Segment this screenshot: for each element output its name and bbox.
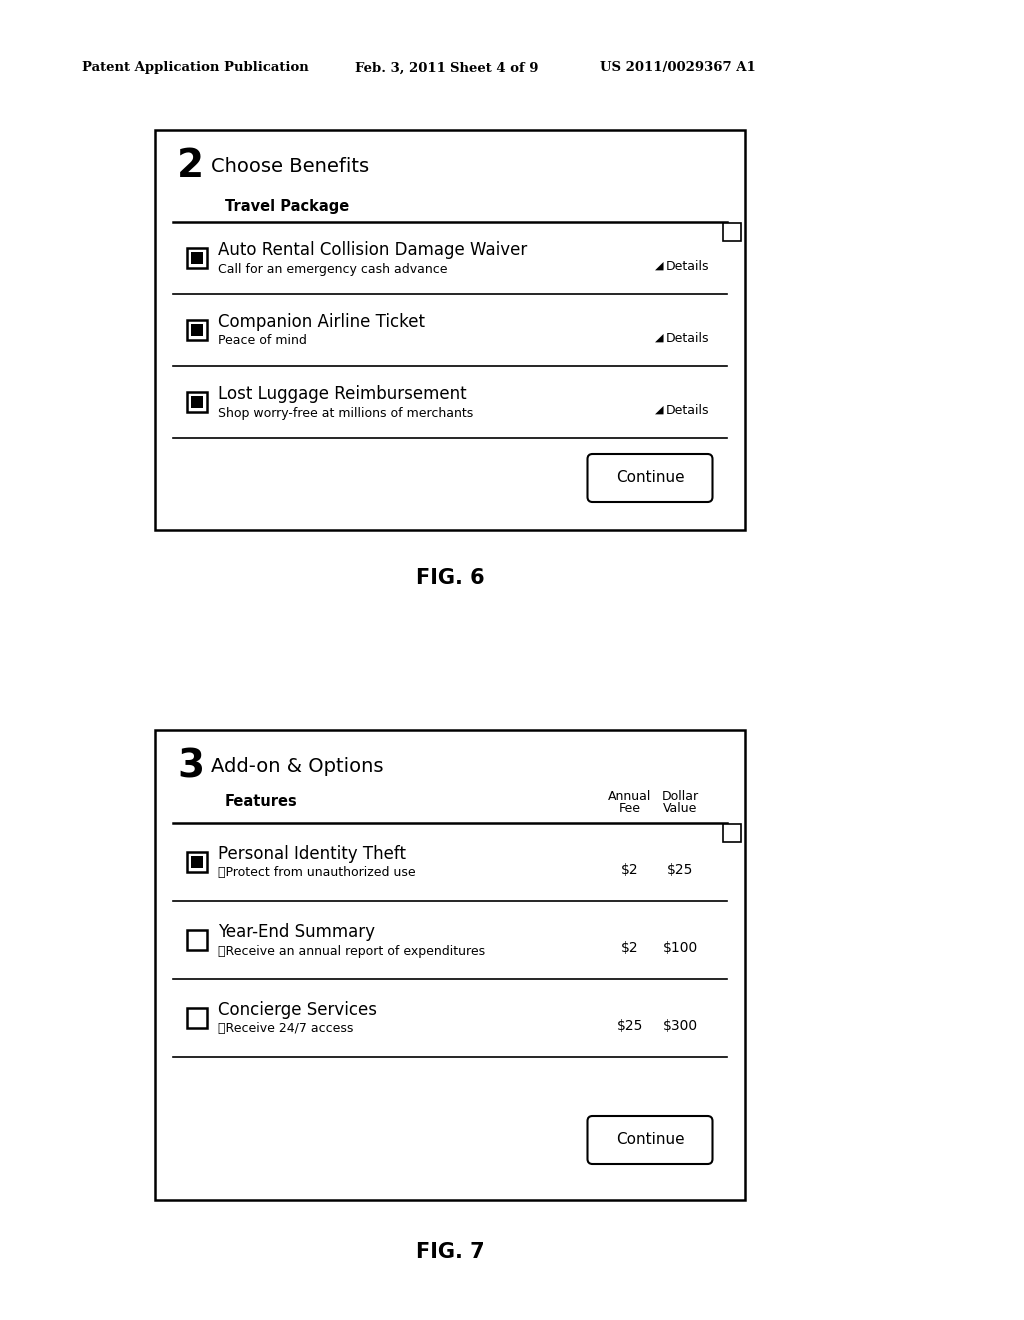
Text: Details: Details <box>666 331 710 345</box>
Bar <box>187 392 207 412</box>
Text: Choose Benefits: Choose Benefits <box>211 157 369 176</box>
Text: $2: $2 <box>622 863 639 876</box>
Text: Details: Details <box>666 260 710 272</box>
FancyBboxPatch shape <box>588 454 713 502</box>
Text: ◢: ◢ <box>655 261 664 271</box>
Bar <box>191 396 203 408</box>
Text: Lost Luggage Reimbursement: Lost Luggage Reimbursement <box>218 385 467 403</box>
Text: Peace of mind: Peace of mind <box>218 334 307 347</box>
Bar <box>191 857 203 867</box>
Text: Features: Features <box>225 795 298 809</box>
Text: ◢: ◢ <box>655 405 664 414</box>
Text: FIG. 7: FIG. 7 <box>416 1242 484 1262</box>
Text: Auto Rental Collision Damage Waiver: Auto Rental Collision Damage Waiver <box>218 242 527 259</box>
Text: Dollar: Dollar <box>662 789 698 803</box>
Text: Call for an emergency cash advance: Call for an emergency cash advance <box>218 263 447 276</box>
Text: Patent Application Publication: Patent Application Publication <box>82 62 309 74</box>
Text: ◢: ◢ <box>655 333 664 343</box>
Text: Year-End Summary: Year-End Summary <box>218 923 375 941</box>
Bar <box>155 730 745 1200</box>
Text: Shop worry-free at millions of merchants: Shop worry-free at millions of merchants <box>218 407 473 420</box>
Text: Feb. 3, 2011: Feb. 3, 2011 <box>355 62 445 74</box>
Text: Add-on & Options: Add-on & Options <box>211 756 384 776</box>
Text: ⓘReceive 24/7 access: ⓘReceive 24/7 access <box>218 1023 353 1035</box>
Text: Fee: Fee <box>618 801 641 814</box>
Text: Sheet 4 of 9: Sheet 4 of 9 <box>450 62 539 74</box>
Text: Concierge Services: Concierge Services <box>218 1001 377 1019</box>
Bar <box>187 319 207 341</box>
Bar <box>191 252 203 264</box>
Text: Annual: Annual <box>608 789 651 803</box>
Bar <box>723 223 741 242</box>
FancyBboxPatch shape <box>588 1115 713 1164</box>
Text: Continue: Continue <box>615 1133 684 1147</box>
Bar <box>187 1008 207 1028</box>
Text: $2: $2 <box>622 941 639 954</box>
Text: FIG. 6: FIG. 6 <box>416 568 484 587</box>
Bar <box>191 325 203 335</box>
Text: ⓘReceive an annual report of expenditures: ⓘReceive an annual report of expenditure… <box>218 945 485 957</box>
Text: $300: $300 <box>663 1019 697 1034</box>
Text: Travel Package: Travel Package <box>225 198 349 214</box>
Text: Continue: Continue <box>615 470 684 486</box>
Text: $25: $25 <box>667 863 693 876</box>
Text: Value: Value <box>663 801 697 814</box>
Bar <box>187 248 207 268</box>
Text: 3: 3 <box>177 747 204 785</box>
Bar <box>155 129 745 531</box>
Text: ⓘProtect from unauthorized use: ⓘProtect from unauthorized use <box>218 866 416 879</box>
Text: 2: 2 <box>177 147 204 185</box>
Text: $100: $100 <box>663 941 697 954</box>
Text: Details: Details <box>666 404 710 417</box>
Bar <box>187 851 207 873</box>
Text: US 2011/0029367 A1: US 2011/0029367 A1 <box>600 62 756 74</box>
Text: Companion Airline Ticket: Companion Airline Ticket <box>218 313 425 331</box>
Text: Personal Identity Theft: Personal Identity Theft <box>218 845 406 863</box>
Bar <box>723 824 741 842</box>
Bar <box>187 931 207 950</box>
Text: $25: $25 <box>616 1019 643 1034</box>
